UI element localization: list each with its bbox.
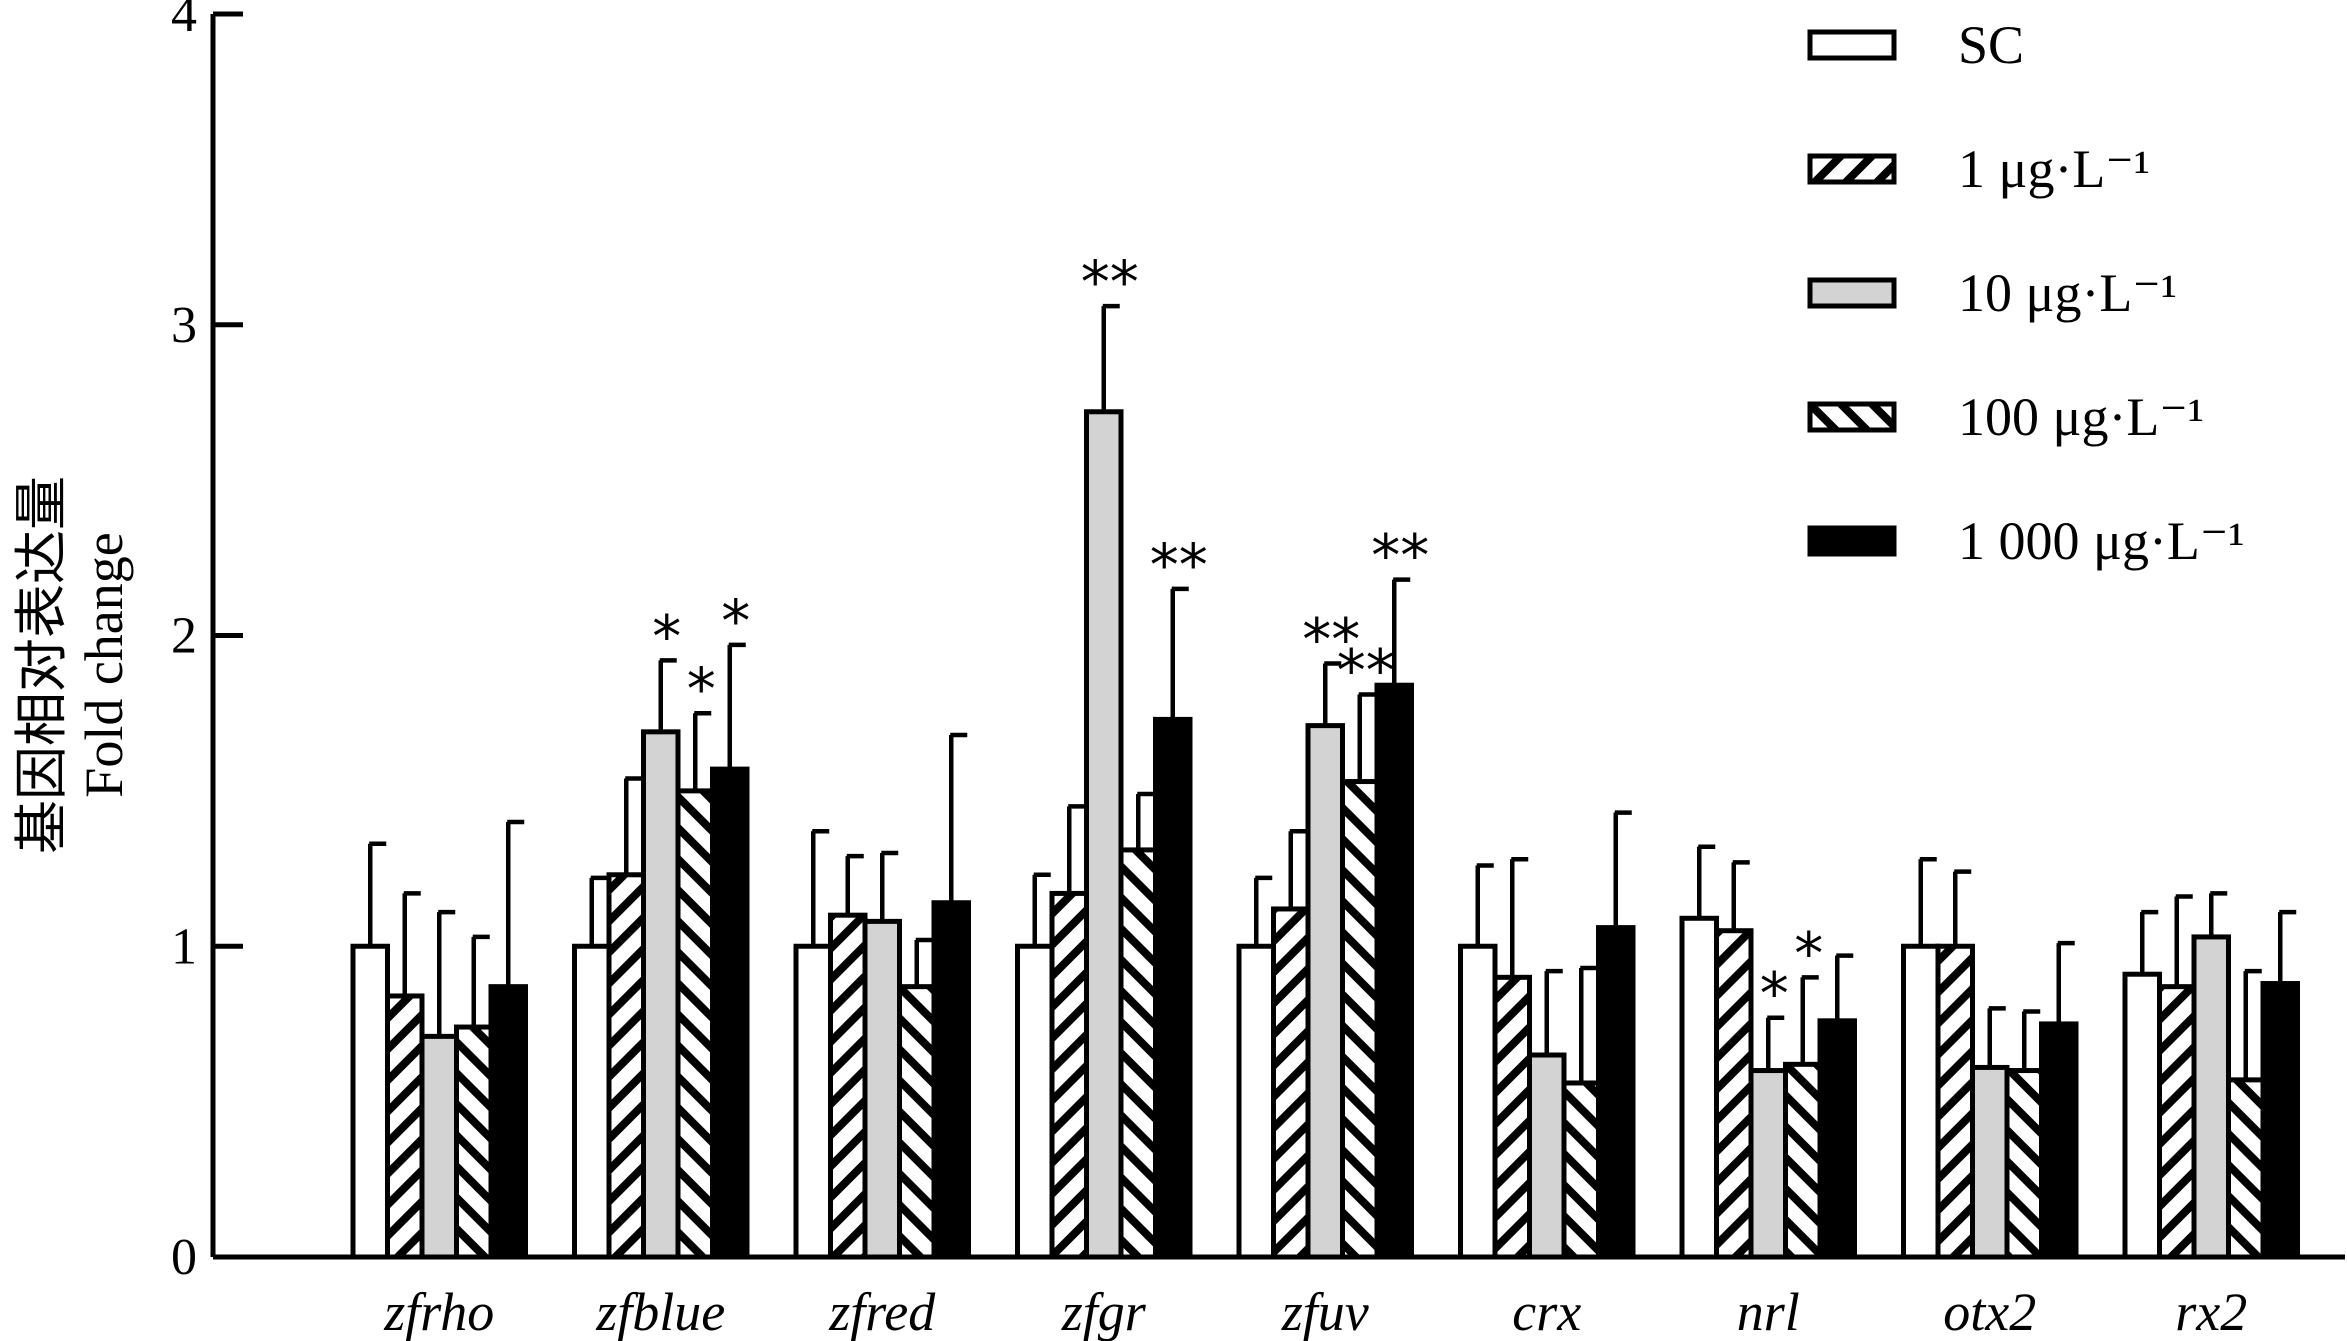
bar-nrl-3 xyxy=(1748,1068,1788,1260)
bar-zfgr-1 xyxy=(1015,943,1055,1260)
bar-zfuv-5 xyxy=(1374,682,1414,1260)
significance-marker: ** xyxy=(1081,248,1139,316)
significance-marker: * xyxy=(1760,960,1789,1028)
x-category-label: zfblue xyxy=(595,1282,725,1341)
y-tick-label: 3 xyxy=(171,297,197,354)
bar-zfrho-2 xyxy=(385,993,425,1260)
y-tick-label: 4 xyxy=(171,0,197,43)
bar-crx-3 xyxy=(1527,1052,1567,1260)
bar-zfblue-2 xyxy=(606,872,646,1260)
x-axis-category-labels: zfrho zfblue zfred zfgr zfuv crx nrl otx2 rx2 xyxy=(383,1282,2247,1341)
bar-zfuv-1 xyxy=(1236,943,1276,1260)
legend-label: 100 μg·L⁻¹ xyxy=(1958,387,2204,447)
bar-rx2-1 xyxy=(2122,971,2162,1260)
x-category-label: rx2 xyxy=(2175,1282,2247,1341)
bar-zfgr-5 xyxy=(1153,716,1193,1260)
bar-zfblue-3 xyxy=(641,729,681,1260)
legend: SC 1 μg·L⁻¹ 10 μg·L⁻¹ 100 μg·L⁻¹ 1 000 μg·L⁻… xyxy=(1807,15,2245,571)
bar-nrl-5 xyxy=(1817,1018,1857,1260)
bar-zfred-3 xyxy=(862,918,902,1260)
legend-swatch xyxy=(1807,153,1897,185)
error-bars-layer xyxy=(368,303,2297,1083)
bar-otx2-2 xyxy=(1935,943,1975,1260)
bar-zfgr-4 xyxy=(1118,847,1158,1260)
x-category-label: zfgr xyxy=(1061,1282,1147,1341)
significance-marker: ** xyxy=(1150,531,1208,599)
bar-zfred-1 xyxy=(793,943,833,1260)
bar-rx2-3 xyxy=(2191,934,2231,1260)
legend-swatch xyxy=(1807,29,1897,61)
significance-marker: * xyxy=(1794,919,1823,987)
x-category-label: crx xyxy=(1512,1282,1581,1341)
significance-marker: ** xyxy=(1337,637,1395,705)
bar-crx-4 xyxy=(1561,1080,1601,1260)
bar-rx2-2 xyxy=(2157,984,2197,1260)
bar-otx2-4 xyxy=(2004,1068,2044,1260)
legend-label: 1 μg·L⁻¹ xyxy=(1958,139,2150,199)
legend-swatch xyxy=(1807,525,1897,557)
significance-marker: ** xyxy=(1302,605,1360,673)
x-category-label: zfrho xyxy=(383,1282,494,1341)
y-tick-label: 0 xyxy=(171,1229,197,1286)
bar-crx-5 xyxy=(1596,925,1636,1260)
x-category-label: zfuv xyxy=(1281,1282,1369,1341)
legend-swatch xyxy=(1807,277,1897,309)
bar-zfrho-3 xyxy=(419,1033,459,1260)
y-axis-label-group: 基因相对表达量 Fold change xyxy=(12,476,134,854)
bar-nrl-1 xyxy=(1679,915,1719,1260)
bar-zfblue-4 xyxy=(675,788,715,1260)
bar-nrl-2 xyxy=(1714,928,1754,1260)
significance-marker: ** xyxy=(1371,522,1429,590)
y-tick-label: 1 xyxy=(171,918,197,975)
legend-label: SC xyxy=(1958,15,2024,75)
bar-zfred-2 xyxy=(828,912,868,1260)
y-tick-label: 2 xyxy=(171,608,197,665)
significance-marker: * xyxy=(652,602,681,670)
y-axis-ticks: 0 1 2 3 4 xyxy=(171,0,243,1286)
bar-zfred-4 xyxy=(897,984,937,1260)
bar-zfrho-5 xyxy=(488,984,528,1260)
bar-otx2-5 xyxy=(2039,1021,2079,1260)
significance-markers: *************** xyxy=(652,248,1823,1028)
legend-label: 10 μg·L⁻¹ xyxy=(1958,263,2177,323)
bar-crx-2 xyxy=(1492,974,1532,1260)
legend-label: 1 000 μg·L⁻¹ xyxy=(1958,511,2245,571)
bar-nrl-4 xyxy=(1783,1061,1823,1260)
bar-zfuv-3 xyxy=(1305,723,1345,1260)
bar-rx2-5 xyxy=(2260,981,2300,1260)
bar-zfuv-2 xyxy=(1271,906,1311,1260)
significance-marker: * xyxy=(721,587,750,655)
bar-zfrho-4 xyxy=(454,1024,494,1260)
bars-layer xyxy=(350,409,2300,1260)
bar-zfuv-4 xyxy=(1340,779,1380,1260)
bar-rx2-4 xyxy=(2226,1077,2266,1260)
legend-swatch xyxy=(1807,401,1897,433)
bar-zfred-5 xyxy=(931,900,971,1260)
x-category-label: nrl xyxy=(1737,1282,1800,1341)
x-category-label: otx2 xyxy=(1943,1282,2036,1341)
bar-crx-1 xyxy=(1458,943,1498,1260)
bar-zfblue-5 xyxy=(710,766,750,1260)
bar-otx2-3 xyxy=(1970,1064,2010,1260)
bar-zfrho-1 xyxy=(350,943,390,1260)
x-category-label: zfred xyxy=(828,1282,936,1341)
significance-marker: * xyxy=(687,655,716,723)
bar-zfblue-1 xyxy=(572,943,612,1260)
y-axis-label-chinese: 基因相对表达量 xyxy=(12,476,72,854)
bar-otx2-1 xyxy=(1901,943,1941,1260)
bar-zfgr-2 xyxy=(1049,890,1089,1260)
y-axis-label-english: Fold change xyxy=(74,532,134,797)
bar-zfgr-3 xyxy=(1084,409,1124,1260)
